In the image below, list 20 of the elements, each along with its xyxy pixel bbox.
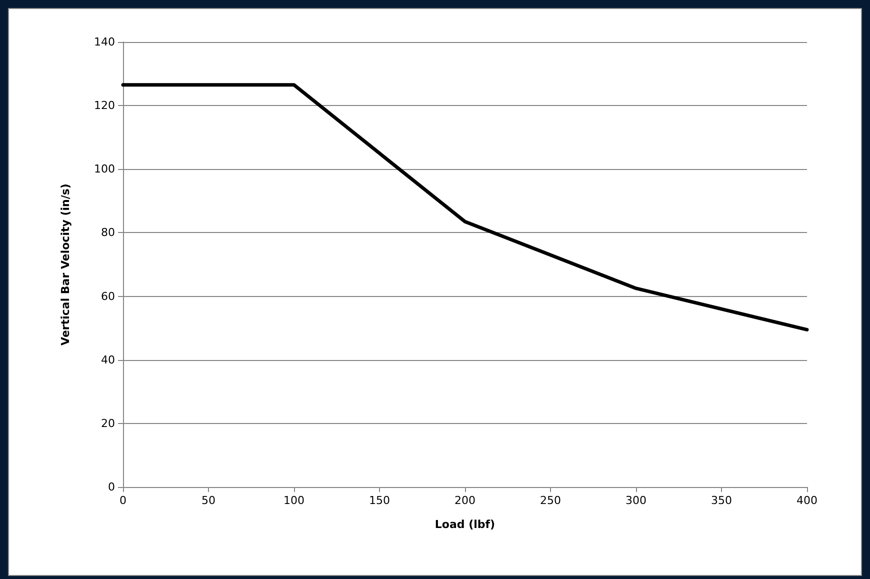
x-tick-label: 50 <box>202 494 216 507</box>
x-tick-label: 250 <box>540 494 561 507</box>
x-tick-label: 400 <box>796 494 818 507</box>
x-tick-label: 0 <box>120 494 126 507</box>
line-series <box>121 83 809 332</box>
x-tick-label: 200 <box>454 494 476 507</box>
y-tick-label: 0 <box>108 480 115 494</box>
y-tick-label: 20 <box>101 416 115 430</box>
y-tick-label: 40 <box>101 353 115 366</box>
x-tick-label: 150 <box>369 494 390 507</box>
y-tick-label: 120 <box>94 99 115 112</box>
y-tick-label: 100 <box>94 162 115 176</box>
x-tick-label: 100 <box>284 494 304 507</box>
x-tick-label: 350 <box>711 494 732 507</box>
x-axis-title: Load (lbf) <box>434 518 496 531</box>
y-axis-title: Vertical Bar Velocity (in/s) <box>59 184 72 346</box>
y-tick-label: 60 <box>101 290 115 303</box>
y-tick-label: 140 <box>94 36 115 48</box>
y-tick-label: 80 <box>101 226 115 240</box>
x-tick-label: 300 <box>626 494 646 507</box>
